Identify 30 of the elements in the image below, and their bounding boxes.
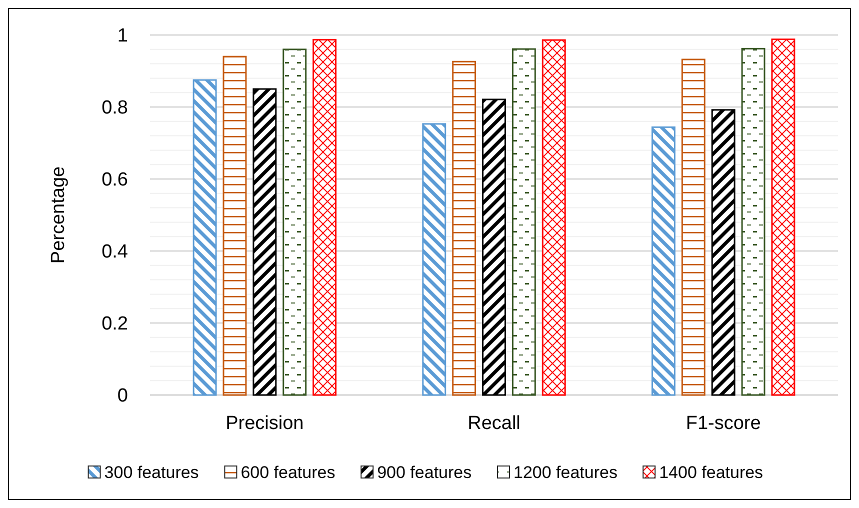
bar [452, 60, 476, 396]
bar [512, 48, 536, 396]
y-tick-label: 1 [117, 26, 128, 47]
y-tick-label: 0.6 [102, 170, 128, 191]
bar [482, 98, 506, 396]
bar [741, 48, 766, 396]
y-tick-label: 0.8 [102, 98, 128, 119]
legend-label: 1400 features [659, 462, 764, 482]
y-axis-title: Percentage [48, 166, 69, 264]
bar [771, 38, 796, 396]
legend-label: 1200 features [514, 462, 618, 482]
bar [312, 38, 337, 396]
bar [542, 39, 566, 396]
legend-label: 900 features [377, 462, 472, 482]
legend-label: 600 features [240, 462, 336, 482]
y-tick-label: 0 [117, 386, 128, 407]
x-tick-label: F1-score [686, 413, 761, 434]
bar [252, 88, 277, 396]
bar [681, 58, 706, 396]
bar [422, 123, 446, 396]
legend-label: 300 features [104, 462, 199, 482]
bar [651, 126, 676, 396]
bar [282, 48, 307, 396]
x-tick-label: Precision [226, 413, 304, 434]
y-tick-label: 0.4 [102, 242, 128, 263]
y-tick-label: 0.2 [102, 314, 128, 335]
bar [222, 56, 247, 396]
bar [711, 109, 736, 396]
x-tick-label: Recall [468, 413, 520, 434]
bar [192, 79, 217, 396]
